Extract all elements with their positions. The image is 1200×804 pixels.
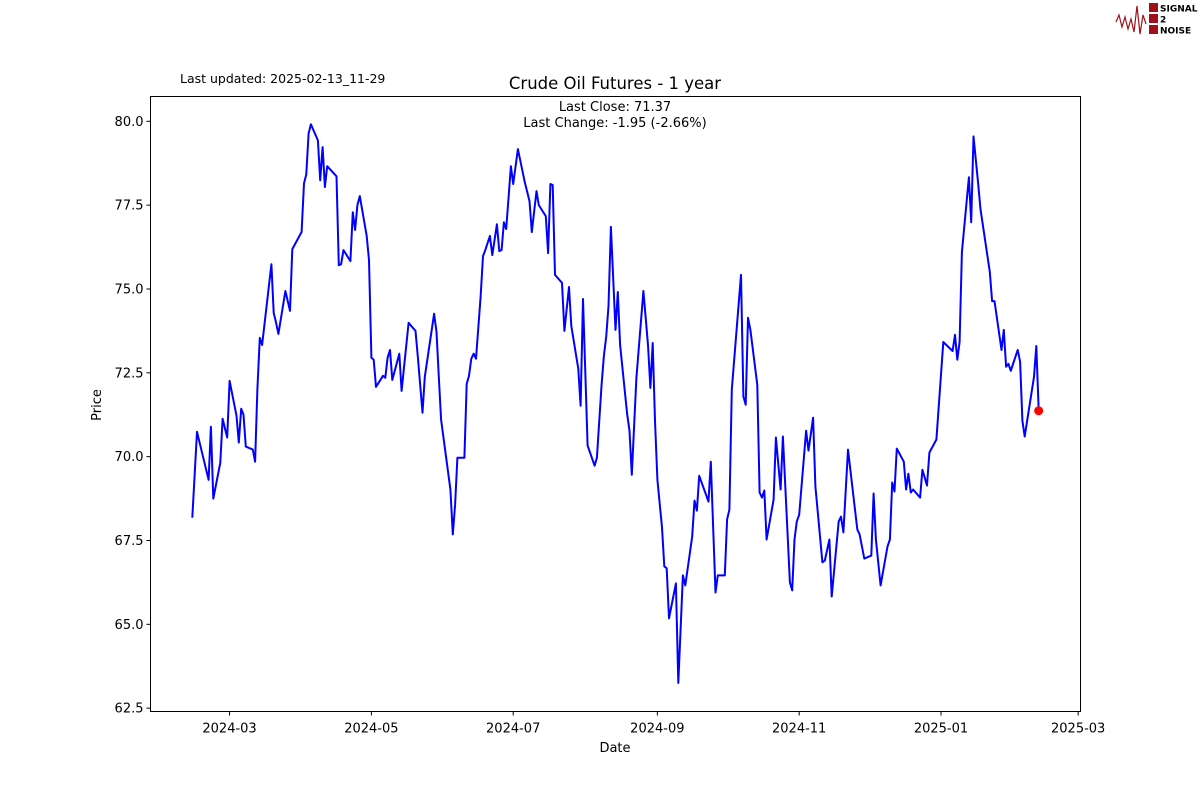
last-updated: Last updated: 2025-02-13_11-29 (180, 71, 385, 86)
y-axis-label: Price (90, 389, 105, 421)
logo-box-3 (1149, 25, 1158, 34)
last-close-annotation: Last Close: 71.37 (559, 100, 671, 115)
x-axis-ticks: 2024-03 2024-05 2024-07 2024-09 2024-11 2025-… (202, 712, 1105, 737)
logo-box-1 (1149, 3, 1158, 12)
y-tick-label: 75.0 (115, 282, 144, 297)
y-axis-ticks: 62.5 65.0 67.5 70.0 72.5 75.0 77.5 80.0 (115, 115, 151, 717)
y-tick-label: 72.5 (115, 366, 144, 381)
x-axis-label: Date (599, 741, 630, 756)
logo-text-1: SIGNAL (1160, 5, 1198, 15)
logo-text-3: NOISE (1160, 27, 1191, 37)
price-line (192, 124, 1038, 683)
x-tick-label: 2024-03 (202, 722, 256, 737)
x-tick-label: 2024-07 (486, 722, 540, 737)
last-close-marker (1034, 406, 1043, 415)
y-tick-label: 65.0 (115, 618, 144, 633)
y-tick-label: 77.5 (115, 199, 144, 214)
x-tick-label: 2025-03 (1051, 722, 1105, 737)
y-tick-label: 62.5 (115, 702, 144, 717)
logo-box-2 (1149, 14, 1158, 23)
y-tick-label: 70.0 (115, 450, 144, 465)
logo: SIGNAL 2 NOISE (1116, 3, 1198, 37)
x-tick-label: 2024-09 (630, 722, 684, 737)
plot-area (151, 97, 1081, 712)
y-tick-label: 67.5 (115, 534, 144, 549)
x-tick-label: 2024-05 (344, 722, 398, 737)
logo-text-2: 2 (1160, 16, 1166, 26)
chart-title: Crude Oil Futures - 1 year (509, 74, 721, 93)
x-tick-label: 2024-11 (772, 722, 826, 737)
logo-waveform-icon (1116, 6, 1146, 34)
last-change-annotation: Last Change: -1.95 (-2.66%) (523, 116, 706, 131)
x-tick-label: 2025-01 (914, 722, 968, 737)
y-tick-label: 80.0 (115, 115, 144, 130)
